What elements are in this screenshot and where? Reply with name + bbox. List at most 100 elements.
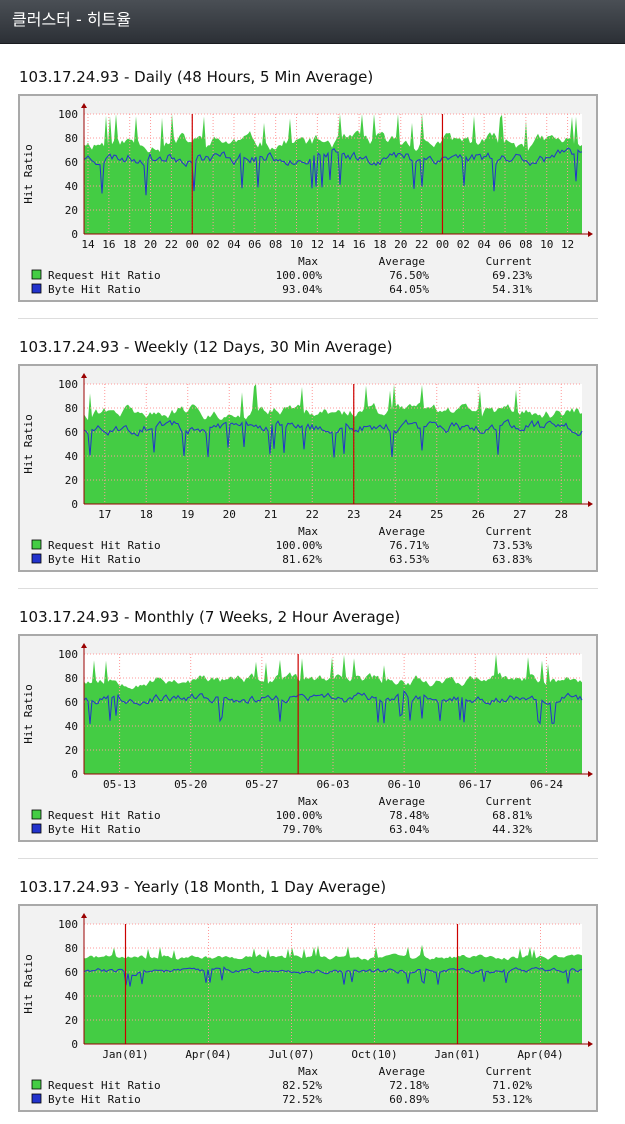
- chart-panel: 0 20 40 60 80 100 Jan(01) Apr(04) Jul(07) Oct(10)…: [18, 904, 598, 1112]
- chart-panel: 0 20 40 60 80 100 14 16 18 20 22 00 02 04 06 08 10 12 14 16…: [18, 94, 598, 302]
- x-tick-label: 08: [519, 238, 532, 251]
- y-tick-label: 60: [65, 966, 78, 979]
- x-tick-label: 02: [457, 238, 470, 251]
- x-tick-label: 14: [81, 238, 95, 251]
- byte-max-value: 72.52%: [282, 1093, 322, 1106]
- legend-header-max: Max: [298, 795, 318, 808]
- legend-header-average: Average: [379, 1065, 425, 1078]
- byte-legend-swatch: [31, 283, 42, 294]
- byte-average-value: 63.04%: [389, 823, 429, 836]
- legend-header-max: Max: [298, 1065, 318, 1078]
- x-tick-label: 23: [347, 508, 360, 521]
- y-tick-label: 0: [71, 498, 78, 511]
- x-tick-label: 00: [436, 238, 449, 251]
- x-tick-label: 06: [498, 238, 511, 251]
- byte-hit-ratio-line: [83, 147, 583, 196]
- x-tick-label: 06-03: [316, 778, 349, 791]
- y-tick-label: 80: [65, 132, 78, 145]
- x-tick-label: Jan(01): [434, 1048, 480, 1061]
- legend-header-current: Current: [486, 795, 532, 808]
- x-tick-label: 22: [415, 238, 428, 251]
- divider: [18, 318, 598, 319]
- x-tick-label: Apr(04): [517, 1048, 563, 1061]
- request-current-value: 71.02%: [492, 1079, 532, 1092]
- x-tick-label: 28: [555, 508, 568, 521]
- hit-ratio-chart-monthly: 0 20 40 60 80 100 05-13 05-20 05-27 06-03 06-10 06-…: [22, 643, 593, 836]
- legend-header-current: Current: [486, 525, 532, 538]
- request-max-value: 82.52%: [282, 1079, 322, 1092]
- x-tick-label: 18: [140, 508, 153, 521]
- x-tick-label: 04: [478, 238, 492, 251]
- divider: [18, 588, 598, 589]
- y-tick-label: 40: [65, 180, 78, 193]
- request-legend-swatch: [31, 1079, 42, 1090]
- byte-legend-swatch: [31, 823, 42, 834]
- x-tick-label: 22: [165, 238, 178, 251]
- page-title: 클러스터 - 히트율: [0, 0, 625, 44]
- legend-header-average: Average: [379, 525, 425, 538]
- x-tick-label: 00: [186, 238, 199, 251]
- x-tick-label: 18: [373, 238, 386, 251]
- x-tick-label: 17: [98, 508, 111, 521]
- x-axis-arrow-icon: [588, 1041, 593, 1047]
- y-axis-arrow-icon: [81, 103, 87, 108]
- x-tick-label: 20: [223, 508, 236, 521]
- x-axis-arrow-icon: [588, 771, 593, 777]
- byte-legend-swatch: [31, 553, 42, 564]
- request-current-value: 73.53%: [492, 539, 532, 552]
- byte-current-value: 63.83%: [492, 553, 532, 566]
- legend-header-max: Max: [298, 255, 318, 268]
- request-legend-label: Request Hit Ratio: [48, 539, 161, 552]
- request-max-value: 100.00%: [276, 269, 323, 282]
- byte-hit-ratio-line: [83, 418, 583, 458]
- x-tick-label: 04: [227, 238, 241, 251]
- x-tick-label: Jul(07): [268, 1048, 314, 1061]
- byte-hit-ratio-line: [83, 966, 583, 987]
- y-tick-label: 100: [58, 378, 78, 391]
- x-tick-label: Apr(04): [185, 1048, 231, 1061]
- x-tick-label: 12: [561, 238, 574, 251]
- x-tick-label: Oct(10): [351, 1048, 397, 1061]
- x-tick-label: 16: [102, 238, 115, 251]
- x-tick-label: 06-10: [388, 778, 421, 791]
- x-tick-label: Jan(01): [102, 1048, 148, 1061]
- x-tick-label: 06-24: [530, 778, 563, 791]
- y-axis-arrow-icon: [81, 913, 87, 918]
- byte-legend-label: Byte Hit Ratio: [48, 1093, 141, 1106]
- y-tick-label: 80: [65, 672, 78, 685]
- request-max-value: 100.00%: [276, 539, 323, 552]
- y-tick-label: 0: [71, 768, 78, 781]
- y-axis-arrow-icon: [81, 643, 87, 648]
- y-axis-arrow-icon: [81, 373, 87, 378]
- byte-current-value: 44.32%: [492, 823, 532, 836]
- y-tick-label: 40: [65, 720, 78, 733]
- y-tick-label: 20: [65, 744, 78, 757]
- byte-legend-label: Byte Hit Ratio: [48, 553, 141, 566]
- y-tick-label: 0: [71, 1038, 78, 1051]
- x-tick-label: 05-27: [245, 778, 278, 791]
- legend-header-current: Current: [486, 255, 532, 268]
- x-tick-label: 10: [540, 238, 553, 251]
- chart-title: 103.17.24.93 - Monthly (7 Weeks, 2 Hour …: [19, 608, 401, 626]
- x-tick-label: 22: [306, 508, 319, 521]
- chart-panel: 0 20 40 60 80 100 17 18 19 20 21 22 23 24 25 26 27 28 Hit …: [18, 364, 598, 572]
- y-axis-label: Hit Ratio: [22, 954, 35, 1014]
- byte-current-value: 53.12%: [492, 1093, 532, 1106]
- x-tick-label: 20: [394, 238, 407, 251]
- x-tick-label: 27: [513, 508, 526, 521]
- x-tick-label: 08: [269, 238, 282, 251]
- y-tick-label: 100: [58, 918, 78, 931]
- request-legend-swatch: [31, 539, 42, 550]
- y-tick-label: 80: [65, 402, 78, 415]
- x-tick-label: 24: [389, 508, 403, 521]
- x-tick-label: 02: [206, 238, 219, 251]
- x-tick-label: 05-13: [103, 778, 136, 791]
- byte-hit-ratio-line: [83, 689, 583, 725]
- x-tick-label: 05-20: [174, 778, 207, 791]
- x-tick-label: 06: [248, 238, 261, 251]
- y-tick-label: 60: [65, 156, 78, 169]
- legend-header-average: Average: [379, 795, 425, 808]
- request-max-value: 100.00%: [276, 809, 323, 822]
- y-tick-label: 20: [65, 474, 78, 487]
